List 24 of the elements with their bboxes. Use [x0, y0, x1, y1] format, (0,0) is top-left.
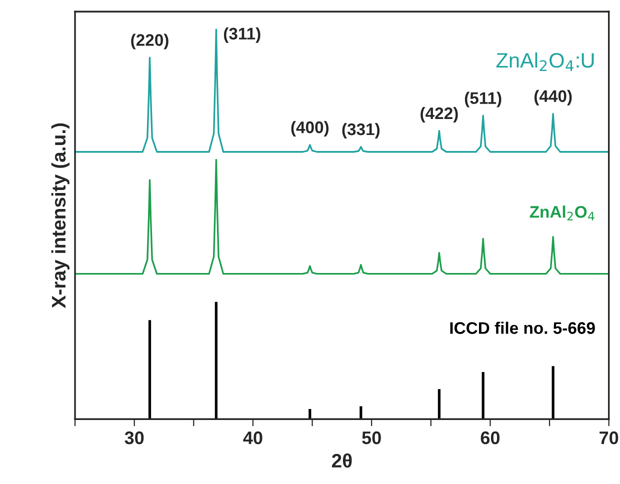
annotation: (511) [464, 92, 502, 108]
annotation: (422) [420, 106, 458, 122]
x-tick-label: 60 [480, 431, 500, 444]
bar [360, 406, 362, 420]
bar [308, 409, 312, 420]
bar [214, 302, 218, 420]
x-tick-label: 70 [600, 431, 618, 444]
text: ICCD file no. 5-669 [450, 322, 595, 334]
y-axis-title: X-ray intensity (a.u.) [51, 123, 70, 308]
bar [552, 366, 554, 420]
annotation: (331) [342, 122, 380, 138]
x-tick-label: 30 [124, 431, 144, 444]
bar [148, 320, 152, 420]
x-tick-label: 50 [362, 431, 381, 444]
bar [482, 372, 484, 420]
annotation: (440) [534, 90, 572, 106]
bar [438, 389, 441, 420]
text: ZnAl$_{2}$O$_{4}$:U [496, 52, 594, 71]
annotation: (400) [291, 120, 329, 137]
series-label: ZnAl$_{2}$O$_{4}$ [530, 206, 594, 220]
x-axis-title: 2θ [332, 453, 352, 468]
annotation: (220) [131, 34, 168, 50]
x-tick-label: 40 [243, 431, 262, 444]
annotation: (311) [224, 27, 260, 43]
